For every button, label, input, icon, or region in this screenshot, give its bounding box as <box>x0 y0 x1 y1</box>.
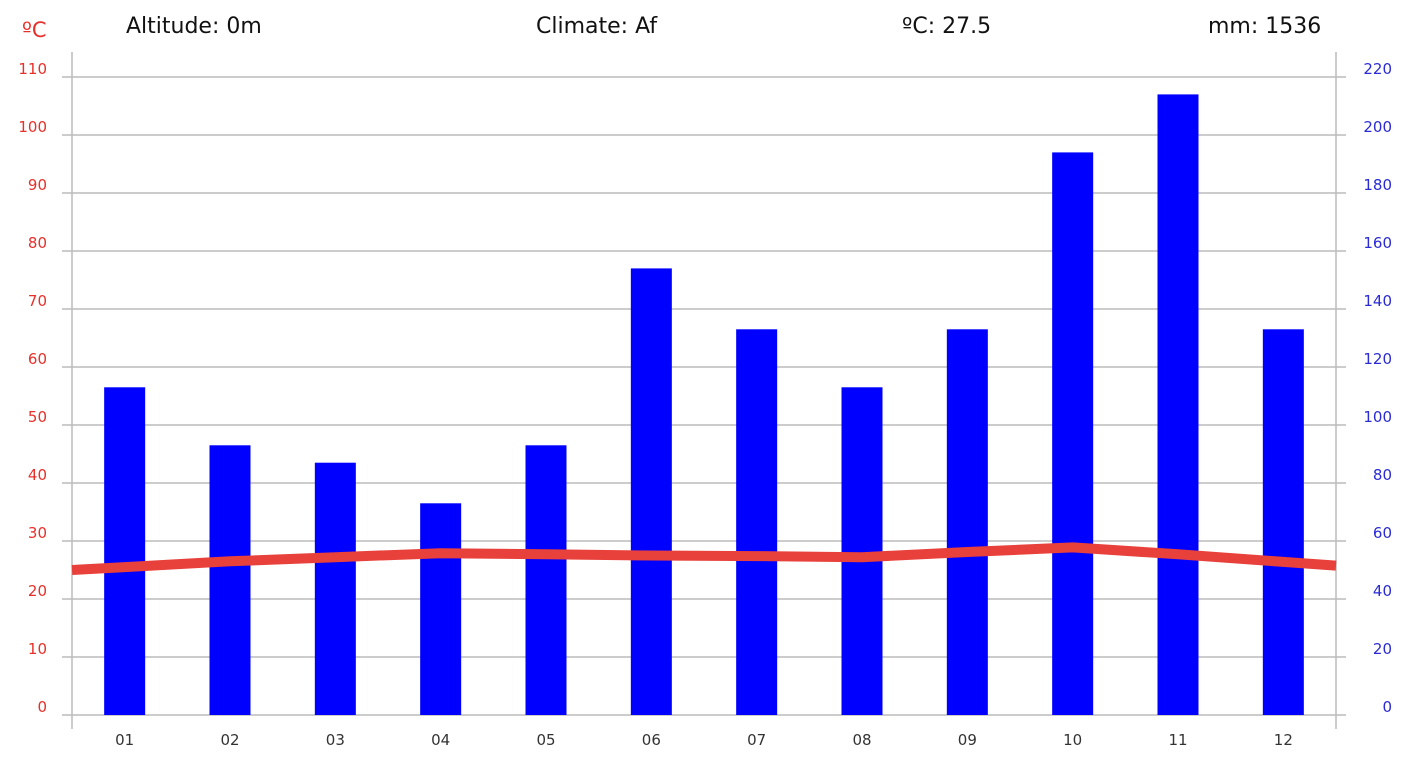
altitude-label: Altitude: 0m <box>126 14 262 39</box>
x-tick-label: 11 <box>1168 731 1187 749</box>
grid-lines <box>62 76 1346 716</box>
x-tick-label: 09 <box>958 731 977 749</box>
left-tick-label: 20 <box>28 582 47 600</box>
right-tick-label: 20 <box>1373 640 1392 658</box>
precipitation-bar <box>104 387 146 715</box>
x-tick-label: 12 <box>1274 731 1293 749</box>
precipitation-bar <box>314 462 356 715</box>
x-tick-label: 01 <box>115 731 134 749</box>
precipitation-bar <box>420 503 462 715</box>
right-tick-label: 220 <box>1363 60 1392 78</box>
climate-label: Climate: Af <box>536 14 658 39</box>
left-tick-label: 50 <box>28 408 47 426</box>
x-tick-label: 06 <box>642 731 661 749</box>
right-tick-label: 120 <box>1363 350 1392 368</box>
x-tick-label: 07 <box>747 731 766 749</box>
x-tick-label: 02 <box>220 731 239 749</box>
left-tick-label: 100 <box>18 118 47 136</box>
left-tick-label: 90 <box>28 176 47 194</box>
x-tick-label: 05 <box>536 731 555 749</box>
left-tick-label: 80 <box>28 234 47 252</box>
left-tick-label: 40 <box>28 466 47 484</box>
precipitation-bars <box>104 94 1304 715</box>
left-axis-unit: ºC <box>22 18 47 42</box>
precipitation-bar <box>630 268 672 715</box>
axes <box>71 52 1337 729</box>
right-tick-label: 140 <box>1363 292 1392 310</box>
precipitation-bar <box>525 445 567 715</box>
right-tick-label: 180 <box>1363 176 1392 194</box>
precipitation-bar <box>946 329 988 715</box>
x-tick-label: 04 <box>431 731 450 749</box>
right-tick-label: 0 <box>1382 698 1392 716</box>
x-tick-label: 10 <box>1063 731 1082 749</box>
mean-temperature-label: ºC: 27.5 <box>902 14 992 39</box>
precipitation-bar <box>1262 329 1304 715</box>
right-tick-label: 80 <box>1373 466 1392 484</box>
tick-labels: 0102030405060708090100110020406080100120… <box>18 60 1392 749</box>
left-tick-label: 70 <box>28 292 47 310</box>
x-tick-label: 03 <box>326 731 345 749</box>
temperature-line <box>71 542 1337 575</box>
x-tick-label: 08 <box>852 731 871 749</box>
precipitation-bar <box>209 445 251 715</box>
precipitation-bar <box>841 387 883 715</box>
precipitation-bar <box>1052 152 1094 715</box>
right-tick-label: 100 <box>1363 408 1392 426</box>
left-tick-label: 0 <box>37 698 47 716</box>
right-tick-label: 60 <box>1373 524 1392 542</box>
right-tick-label: 200 <box>1363 118 1392 136</box>
right-tick-label: 160 <box>1363 234 1392 252</box>
temperature-series-line <box>71 542 1337 575</box>
total-precipitation-label: mm: 1536 <box>1208 14 1322 39</box>
left-tick-label: 10 <box>28 640 47 658</box>
left-tick-label: 110 <box>18 60 47 78</box>
left-tick-label: 30 <box>28 524 47 542</box>
right-tick-label: 40 <box>1373 582 1392 600</box>
precipitation-bar <box>1157 94 1199 715</box>
precipitation-bar <box>736 329 778 715</box>
left-tick-label: 60 <box>28 350 47 368</box>
